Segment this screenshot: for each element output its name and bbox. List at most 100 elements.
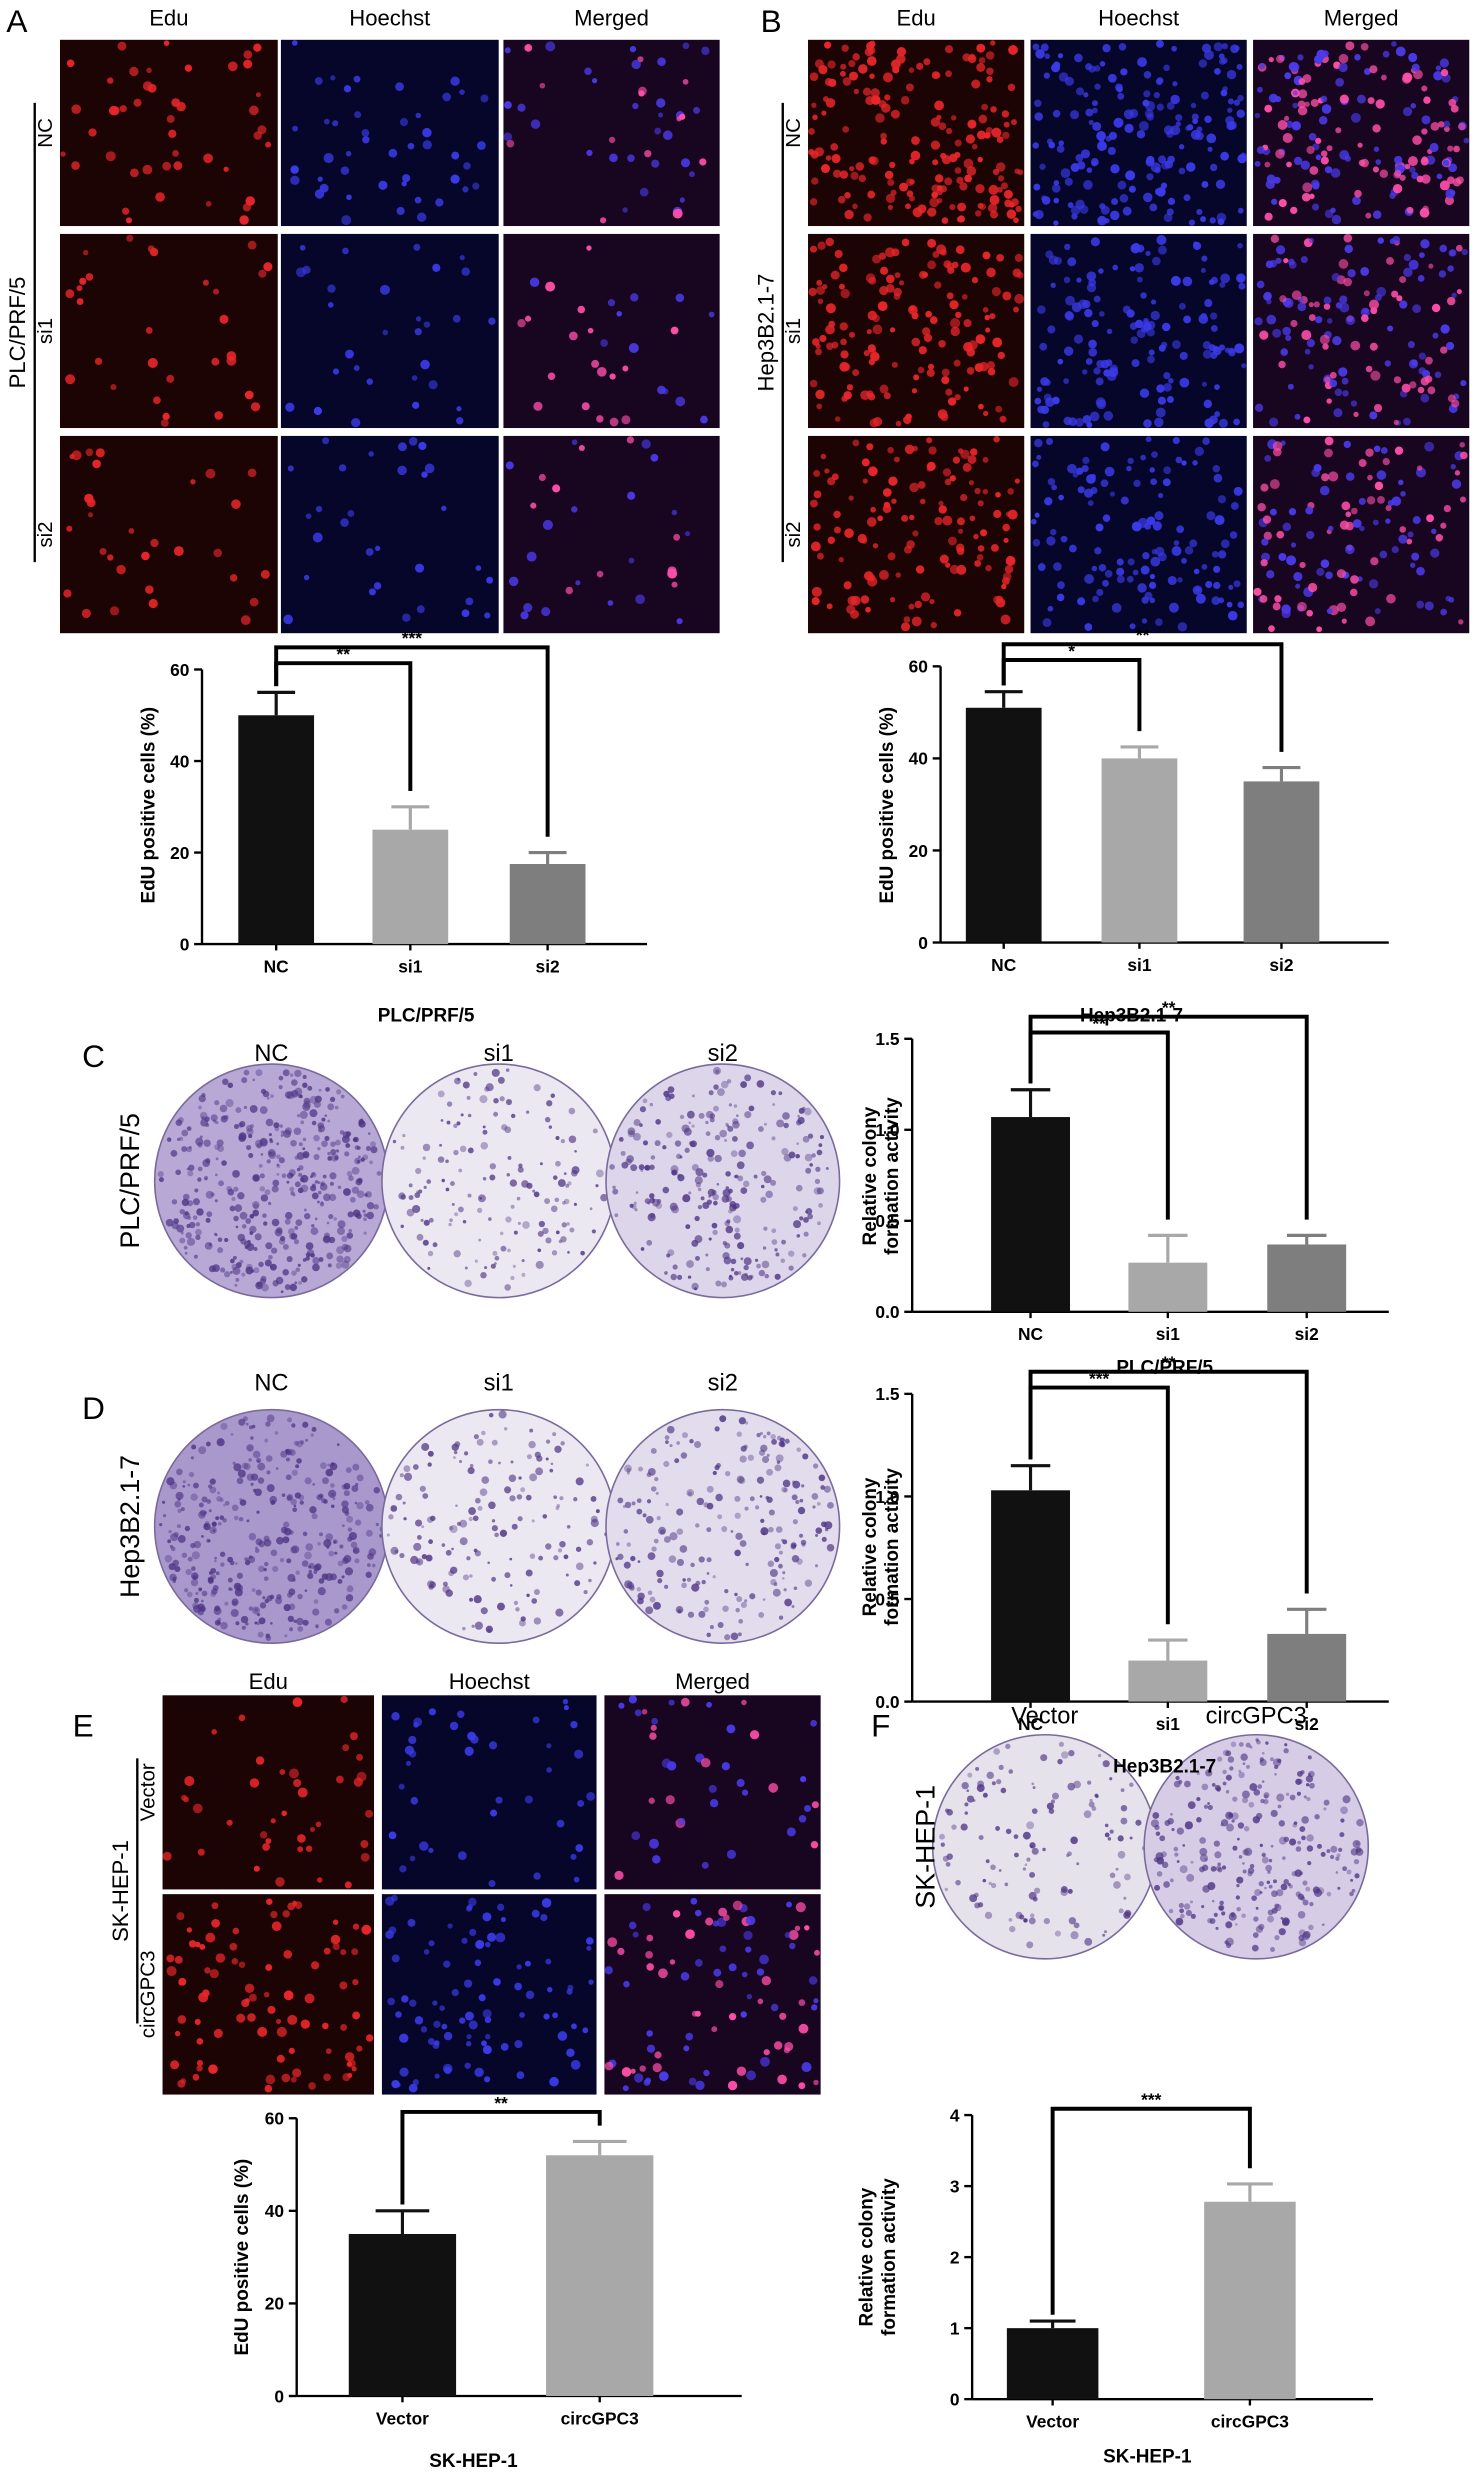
cell [849, 71, 859, 81]
colony [1274, 1903, 1280, 1909]
cell [1379, 550, 1388, 559]
colony [253, 1267, 260, 1274]
colony [665, 1440, 669, 1444]
colony [1238, 1769, 1242, 1773]
cell [1259, 330, 1269, 340]
colony [783, 1487, 788, 1493]
cell [872, 254, 881, 264]
cell [373, 582, 382, 590]
cell [1201, 564, 1208, 570]
cell [899, 280, 905, 286]
cell [763, 2049, 770, 2056]
colony [203, 1175, 209, 1181]
cell [482, 1912, 492, 1922]
cell [828, 320, 836, 328]
cell [1276, 530, 1285, 539]
colony [728, 1275, 734, 1281]
colony [317, 1200, 320, 1204]
cell [226, 1819, 233, 1826]
colony [1252, 1816, 1261, 1824]
cell [107, 77, 114, 84]
cell [1051, 484, 1058, 491]
colony [1266, 1880, 1271, 1884]
colony [716, 1182, 720, 1186]
colony [725, 1225, 734, 1234]
x-tick-label: si1 [1156, 1324, 1180, 1344]
colony [343, 1255, 351, 1263]
cell [199, 1944, 206, 1950]
colony [1118, 1908, 1124, 1914]
colony [1217, 1862, 1221, 1866]
colony [296, 1458, 302, 1464]
cell [651, 1717, 659, 1725]
colony [815, 1166, 821, 1172]
significance-bracket [1050, 2106, 1252, 2315]
colony [208, 1484, 213, 1489]
colony [482, 1177, 487, 1181]
colony [533, 1191, 540, 1198]
colony [217, 1621, 221, 1625]
colony [170, 1546, 176, 1552]
cell [1407, 156, 1418, 167]
cell [1100, 205, 1110, 215]
colony [294, 1155, 299, 1160]
colony [291, 1469, 298, 1476]
colony [284, 1218, 291, 1225]
colony [1251, 1944, 1259, 1952]
colony [744, 1421, 749, 1425]
colony [231, 1196, 236, 1202]
cell [345, 349, 354, 359]
cell [1070, 110, 1080, 120]
cell [412, 401, 420, 409]
cell [1092, 595, 1099, 603]
colony [183, 1245, 188, 1250]
cell [786, 1901, 792, 1908]
cell [1034, 512, 1040, 518]
plate [153, 1063, 390, 1299]
colony [210, 1591, 217, 1598]
cell [832, 169, 842, 178]
cell [861, 537, 868, 544]
cell [166, 1966, 177, 1977]
colony [266, 1484, 275, 1493]
colony [341, 1484, 347, 1490]
cell [1156, 384, 1165, 393]
colony [513, 1230, 518, 1235]
colony [676, 1508, 684, 1516]
cell [1206, 133, 1217, 144]
cell [398, 442, 407, 452]
cell [954, 394, 961, 401]
colony [420, 1218, 424, 1222]
colony [474, 1550, 481, 1557]
micrograph-background [1253, 435, 1470, 634]
colony [265, 1455, 273, 1462]
cell [746, 1993, 753, 2000]
colony [637, 1597, 644, 1605]
cell [1044, 497, 1053, 506]
colony [257, 1631, 264, 1638]
cell [356, 2045, 363, 2052]
cell [1421, 115, 1431, 125]
colony [336, 1246, 345, 1255]
cell [990, 543, 999, 552]
cell [1177, 622, 1188, 632]
cell [1047, 605, 1054, 612]
cell [435, 198, 444, 207]
cell [1292, 90, 1298, 96]
colony [712, 1193, 719, 1201]
cell [347, 510, 355, 517]
colony [309, 1109, 318, 1118]
cell [645, 1951, 653, 1959]
colony [264, 1438, 269, 1443]
panel-label: F [871, 1707, 890, 1743]
cell [662, 388, 669, 395]
cell [292, 125, 298, 132]
colony [454, 1212, 459, 1217]
cell [1345, 315, 1356, 326]
colony [363, 1213, 368, 1217]
cell [813, 2079, 819, 2086]
cell [1003, 121, 1010, 128]
colony [293, 1127, 302, 1136]
colony [187, 1556, 193, 1562]
cell [1209, 312, 1218, 320]
